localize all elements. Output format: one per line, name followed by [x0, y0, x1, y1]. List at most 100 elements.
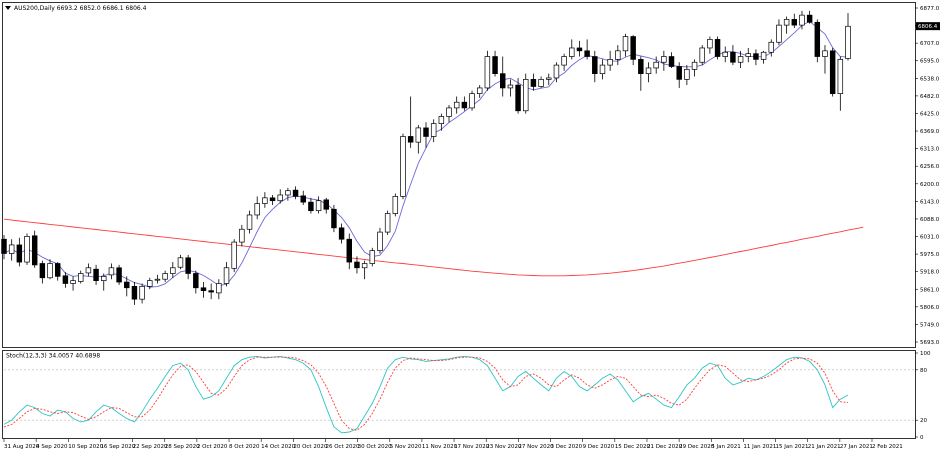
ma-slow-layer: [3, 218, 864, 277]
candle: [760, 50, 767, 64]
candle: [461, 96, 468, 111]
candle-body-up: [147, 280, 153, 287]
candle: [806, 10, 813, 24]
candle: [200, 282, 207, 298]
candle-body-down: [492, 56, 498, 75]
stochastic-layer: [3, 355, 915, 434]
candle: [515, 77, 521, 114]
candle-body-down: [16, 244, 23, 263]
candle: [438, 113, 445, 131]
ma-slow-line: [3, 218, 864, 277]
indicator-pane[interactable]: [2, 350, 916, 439]
date-tick-label: 27 Nov 2020: [518, 444, 554, 450]
price-tick-label: 6143.0: [920, 199, 940, 205]
price-tick-label: 6088.0: [920, 217, 940, 223]
candle-body-up: [177, 257, 184, 268]
candle-body-up: [538, 79, 544, 87]
price-tick-label: 6595.0: [920, 59, 940, 65]
candle: [24, 233, 30, 265]
candle-body-down: [407, 136, 414, 143]
indicator-label: Stoch(12,3,3) 34.0057 40.6898: [6, 353, 100, 360]
candle-body-up: [553, 64, 560, 79]
candle-body-up: [446, 107, 452, 117]
candle: [722, 46, 728, 63]
candle: [162, 270, 168, 283]
candle: [423, 122, 429, 148]
candle-body-down: [423, 127, 429, 137]
candle: [446, 105, 452, 123]
date-tick-label: 3 Dec 2020: [551, 444, 583, 450]
candle-body-up: [246, 214, 253, 230]
candle: [77, 270, 84, 284]
date-tick-label: 20 Oct 2020: [293, 444, 328, 450]
price-tick-label: 6538.0: [920, 76, 940, 82]
candle: [70, 276, 76, 291]
price-tick-label: 6200.0: [920, 182, 940, 188]
stoch-main-line: [3, 355, 849, 434]
candle-body-up: [231, 241, 237, 269]
triangle-down-icon[interactable]: [5, 6, 11, 10]
candle-body-down: [676, 66, 682, 80]
candle-body-down: [208, 290, 214, 293]
candle: [16, 237, 23, 267]
candle-body-down: [576, 47, 583, 52]
candle-body-down: [814, 21, 821, 57]
date-tick-label: 15 Jan 2021: [776, 444, 809, 450]
candle: [384, 210, 391, 235]
candle-body-down: [584, 50, 590, 57]
date-tick-label: 11 Nov 2020: [422, 444, 458, 450]
candle: [223, 262, 230, 287]
main-pane[interactable]: [2, 2, 916, 348]
candle-body-down: [193, 273, 199, 289]
candle: [661, 50, 667, 71]
candle: [239, 224, 245, 247]
candle-body-up: [70, 280, 76, 284]
candle-body-down: [116, 267, 122, 283]
candle: [185, 254, 191, 280]
candle: [776, 19, 782, 46]
candle-body-down: [200, 287, 207, 291]
date-tick-label: 26 Oct 2020: [325, 444, 360, 450]
candle-body-up: [745, 53, 751, 57]
candle-body-down: [346, 238, 353, 263]
candle-body-up: [315, 200, 322, 212]
candle-body-up: [653, 61, 659, 69]
candle-body-up: [799, 14, 805, 26]
candle: [553, 62, 560, 83]
candle-body-up: [400, 136, 406, 197]
candle-body-down: [62, 275, 69, 284]
price-tick-label: 5749.0: [920, 322, 940, 328]
date-tick-label: 17 Nov 2020: [454, 444, 490, 450]
price-tick-label: 5693.0: [920, 340, 940, 346]
candle-body-up: [546, 77, 552, 80]
stoch-tick-label: 20: [920, 418, 927, 424]
candle-body-down: [730, 51, 736, 63]
date-tick-label: 10 Sep 2020: [68, 444, 103, 450]
candle: [124, 276, 130, 297]
price-tick-label: 6369.0: [920, 129, 940, 135]
price-tick-label: 5861.0: [920, 287, 940, 293]
price-tick-label: 5806.0: [920, 305, 940, 311]
price-tick-label: 6482.0: [920, 94, 940, 100]
date-tick-label: 11 Jan 2021: [743, 444, 776, 450]
symbol-line: AUS200,Daily 6693.2 6852.0 6686.1 6806.4: [14, 5, 147, 12]
candle-body-up: [776, 24, 782, 43]
candle: [469, 90, 475, 111]
candle: [254, 196, 260, 220]
candle-body-down: [323, 199, 329, 210]
stoch-tick-label: 100: [920, 351, 931, 357]
candle-body-down: [31, 235, 38, 266]
candle: [101, 273, 107, 291]
candle: [753, 49, 759, 66]
candle-body-up: [77, 273, 84, 282]
candle-body-up: [415, 127, 422, 143]
candle: [315, 196, 322, 214]
date-tick-label: 14 Oct 2020: [261, 444, 296, 450]
candle-body-down: [331, 208, 337, 229]
candle-body-down: [1, 238, 7, 254]
candle: [768, 39, 775, 57]
last-price-tag: 6806.4: [916, 22, 940, 31]
candle-body-up: [722, 51, 728, 57]
